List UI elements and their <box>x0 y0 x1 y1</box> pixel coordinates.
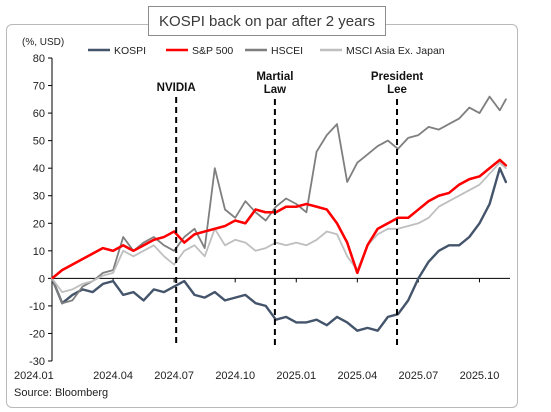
series-line-s-p-500 <box>50 158 508 280</box>
y-tick-label: 10 <box>33 246 45 258</box>
event-marker-label: NVIDIA <box>157 82 196 94</box>
legend-label: KOSPI <box>114 45 146 57</box>
y-tick-label: 0 <box>39 273 45 285</box>
event-marker-label-line: NVIDIA <box>157 82 196 94</box>
legend-label: MSCI Asia Ex. Japan <box>346 45 445 57</box>
series-line-kospi <box>50 166 508 332</box>
series-line-s-p-500-overlay <box>51 158 507 280</box>
y-tick-label: -20 <box>29 328 45 340</box>
x-tick-label: 2025.04 <box>337 370 377 382</box>
y-tick-label: 70 <box>33 81 45 93</box>
legend-label: S&P 500 <box>192 45 233 57</box>
event-marker-label-line: Law <box>264 84 286 96</box>
x-tick-label: 2024.04 <box>93 370 133 382</box>
y-tick-label: 50 <box>33 136 45 148</box>
axes-layer: 80 70 60 50 40 30 20 10 0 -10 -20 -30 2024.01 2024.04… <box>14 53 510 382</box>
x-tick-label: 2024.10 <box>215 370 255 382</box>
y-tick-label: 30 <box>33 191 45 203</box>
y-axis-label: (%, USD) <box>22 37 64 48</box>
series-layer <box>50 95 508 332</box>
event-marker-label: President Lee <box>371 71 424 96</box>
y-tick-label: 60 <box>33 108 45 120</box>
source-note: Source: Bloomberg <box>14 387 108 399</box>
series-line-hscei <box>51 95 507 305</box>
x-tick-label: 2024.01 <box>14 370 54 382</box>
x-tick-label: 2024.07 <box>154 370 194 382</box>
y-tick-label: -30 <box>29 356 45 368</box>
y-tick-label: 20 <box>33 218 45 230</box>
series-line-msci-asia-ex-japan <box>51 161 507 294</box>
y-tick-label: 40 <box>33 163 45 175</box>
event-marker-label-line: Martial <box>256 71 293 83</box>
legend: KOSPI S&P 500 HSCEI MSCI Asia Ex. Japan <box>88 45 445 57</box>
legend-label: HSCEI <box>271 45 303 57</box>
y-tick-label: -10 <box>29 301 45 313</box>
x-tick-label: 2025.10 <box>460 370 500 382</box>
chart-title: KOSPI back on par after 2 years <box>148 6 386 36</box>
event-marker-label-line: Lee <box>387 84 407 96</box>
annotation-layer: NVIDIA Martial Law President Lee <box>157 71 424 346</box>
y-tick-label: 80 <box>33 53 45 65</box>
event-marker-label-line: President <box>371 71 424 83</box>
x-tick-label: 2025.01 <box>276 370 316 382</box>
x-tick-label: 2025.07 <box>399 370 439 382</box>
event-marker-label: Martial Law <box>256 71 293 96</box>
